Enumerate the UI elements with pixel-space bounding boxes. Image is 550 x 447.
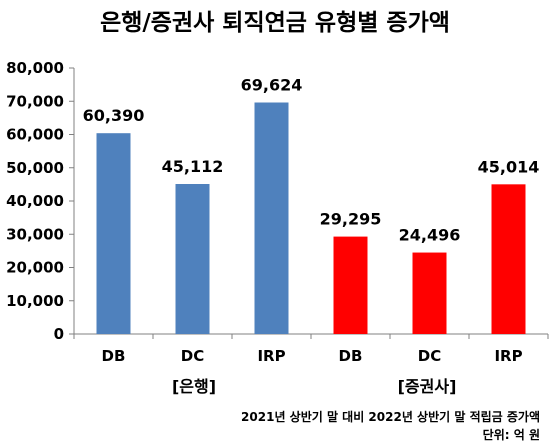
x-category-label: DC (181, 347, 204, 365)
group-label-securities: [증권사] (398, 377, 457, 396)
y-tick-label: 20,000 (6, 259, 64, 277)
bar-bank-db (96, 133, 131, 334)
bar-securities-irp (491, 184, 526, 334)
x-category-label: IRP (257, 347, 285, 365)
data-label: 29,295 (320, 210, 382, 229)
plot-area: 0 10,000 20,000 30,000 40,000 50,000 60,000 70,… (6, 59, 549, 365)
y-tick-label: 50,000 (6, 159, 64, 177)
data-label: 45,112 (162, 157, 224, 176)
bar-securities-dc (412, 252, 447, 334)
y-tick-label: 30,000 (6, 225, 64, 243)
y-tick-label: 40,000 (6, 192, 64, 210)
footnote-line2: 단위: 억 원 (483, 427, 540, 442)
y-tick-label: 80,000 (6, 59, 64, 77)
data-label: 45,014 (478, 157, 540, 176)
data-label: 69,624 (241, 76, 303, 95)
group-label-bank: [은행] (172, 377, 216, 396)
x-category-label: DB (102, 347, 126, 365)
bar-bank-irp (254, 102, 289, 334)
x-category-label: DB (339, 347, 363, 365)
data-label: 60,390 (83, 106, 145, 125)
footnote-line1: 2021년 상반기 말 대비 2022년 상반기 말 적립금 증가액 (241, 409, 540, 424)
y-tick-label: 10,000 (6, 292, 64, 310)
y-tick-label: 70,000 (6, 92, 64, 110)
y-tick-label: 0 (54, 325, 64, 343)
bar-securities-db (333, 236, 368, 334)
bar-bank-dc (175, 184, 210, 334)
x-category-label: IRP (494, 347, 522, 365)
chart-title: 은행/증권사 퇴직연금 유형별 증가액 (100, 10, 450, 36)
data-label: 24,496 (399, 226, 461, 245)
x-category-label: DC (418, 347, 441, 365)
y-tick-label: 60,000 (6, 126, 64, 144)
